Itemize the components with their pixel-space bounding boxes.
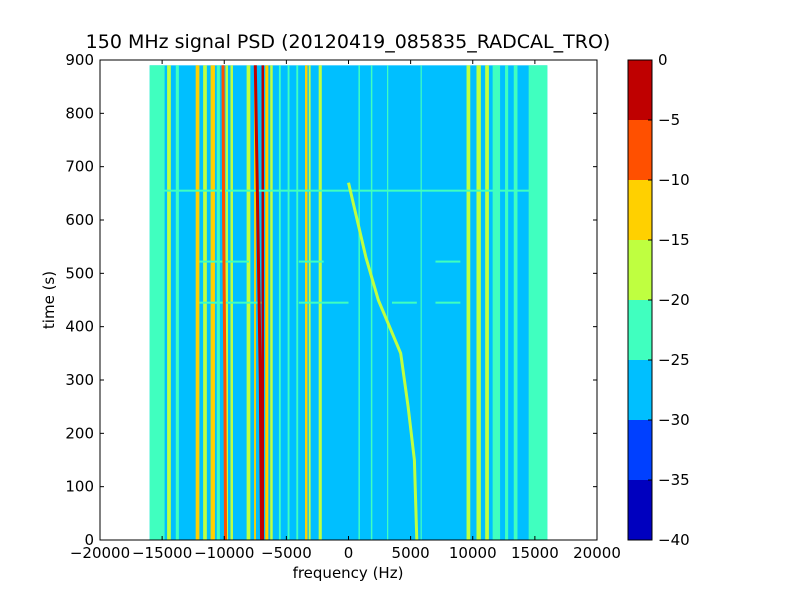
heatmap-vertical-line bbox=[528, 65, 548, 540]
heatmap-horizontal-streak bbox=[162, 189, 535, 192]
chart-title: 150 MHz signal PSD (20120419_085835_RADC… bbox=[86, 31, 611, 53]
heatmap-drifting-line bbox=[253, 65, 263, 541]
y-tick-label: 900 bbox=[65, 51, 94, 69]
colorbar-segment bbox=[628, 360, 652, 420]
y-tick-label: 500 bbox=[65, 264, 94, 282]
heatmap-drifting-line bbox=[347, 182, 419, 541]
colorbar-segment bbox=[628, 300, 652, 360]
colorbar-tick-label: −5 bbox=[658, 111, 680, 129]
heatmap-vertical-line bbox=[149, 65, 165, 540]
colorbar-segment bbox=[628, 420, 652, 480]
colorbar-tick-label: −35 bbox=[658, 471, 690, 489]
heatmap-vertical-line bbox=[287, 65, 290, 540]
x-tick-label: −5000 bbox=[261, 544, 312, 562]
colorbar-tick-label: −20 bbox=[658, 291, 690, 309]
colorbar-tick-label: 0 bbox=[658, 51, 668, 69]
y-tick-label: 300 bbox=[65, 371, 94, 389]
heatmap-vertical-line bbox=[270, 65, 273, 540]
heatmap-vertical-line bbox=[370, 65, 373, 540]
heatmap-vertical-line bbox=[175, 65, 179, 540]
heatmap-horizontal-streak bbox=[298, 301, 349, 304]
heatmap-vertical-line bbox=[505, 65, 509, 540]
y-tick-label: 800 bbox=[65, 104, 94, 122]
heatmap-horizontal-streak bbox=[199, 301, 262, 304]
colorbar-tick-label: −40 bbox=[658, 531, 690, 549]
heatmap-horizontal-streak bbox=[298, 260, 324, 263]
y-axis-label: time (s) bbox=[40, 271, 58, 329]
x-tick-label: −15000 bbox=[132, 544, 192, 562]
colorbar-segment bbox=[628, 240, 652, 300]
heatmap-vertical-line bbox=[466, 65, 471, 540]
colorbar: −40 −35 −30 −25 −20 −15 −10 −5 0 bbox=[627, 51, 690, 549]
heatmap-data bbox=[149, 65, 548, 541]
heatmap-horizontal-streak bbox=[435, 301, 461, 304]
x-tick-label: 10000 bbox=[449, 544, 497, 562]
heatmap-drifting-line bbox=[221, 65, 227, 541]
x-tick-label: −10000 bbox=[194, 544, 254, 562]
heatmap-horizontal-streak bbox=[391, 301, 417, 304]
y-tick-label: 400 bbox=[65, 318, 94, 336]
heatmap-vertical-line bbox=[296, 65, 299, 540]
x-tick-label: −20000 bbox=[70, 544, 130, 562]
colorbar-segment bbox=[628, 60, 652, 120]
heatmap-vertical-line bbox=[476, 65, 481, 540]
y-tick-label: 600 bbox=[65, 211, 94, 229]
heatmap-vertical-line bbox=[167, 65, 171, 540]
heatmap-vertical-line bbox=[420, 65, 422, 540]
heatmap-vertical-line bbox=[278, 65, 281, 540]
heatmap-vertical-line bbox=[492, 65, 501, 540]
heatmap-vertical-line bbox=[485, 65, 489, 540]
x-axis-label: frequency (Hz) bbox=[293, 564, 404, 582]
colorbar-segment bbox=[628, 120, 652, 180]
heatmap-vertical-line bbox=[358, 65, 360, 540]
heatmap-vertical-line bbox=[261, 65, 265, 540]
x-tick-label: 15000 bbox=[511, 544, 559, 562]
heatmap-vertical-line bbox=[513, 65, 518, 540]
colorbar-tick-label: −30 bbox=[658, 411, 690, 429]
x-tick-label: 20000 bbox=[573, 544, 621, 562]
heatmap-vertical-line bbox=[195, 65, 200, 540]
heatmap-vertical-line bbox=[387, 65, 389, 540]
colorbar-tick-label: −15 bbox=[658, 231, 690, 249]
axes: −20000 −15000 −10000 −5000 0 5000 10000 15000 20… bbox=[65, 51, 621, 562]
x-tick-label: 5000 bbox=[392, 544, 430, 562]
heatmap-horizontal-streak bbox=[435, 260, 461, 263]
y-tick-label: 100 bbox=[65, 478, 94, 496]
y-tick-label: 0 bbox=[84, 531, 94, 549]
colorbar-segment bbox=[628, 180, 652, 240]
colorbar-tick-label: −10 bbox=[658, 171, 690, 189]
x-tick-label: 0 bbox=[344, 544, 354, 562]
y-tick-label: 700 bbox=[65, 158, 94, 176]
colorbar-tick-label: −25 bbox=[658, 351, 690, 369]
heatmap-vertical-line bbox=[265, 65, 269, 540]
colorbar-segment bbox=[628, 480, 652, 540]
y-tick-label: 200 bbox=[65, 424, 94, 442]
